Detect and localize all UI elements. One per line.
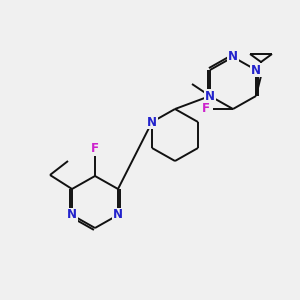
- Text: N: N: [228, 50, 238, 64]
- Text: N: N: [67, 208, 77, 221]
- Text: N: N: [205, 89, 215, 103]
- Text: N: N: [147, 116, 157, 128]
- Text: N: N: [251, 64, 261, 76]
- Text: N: N: [113, 208, 123, 221]
- Text: F: F: [202, 103, 210, 116]
- Text: F: F: [91, 142, 99, 155]
